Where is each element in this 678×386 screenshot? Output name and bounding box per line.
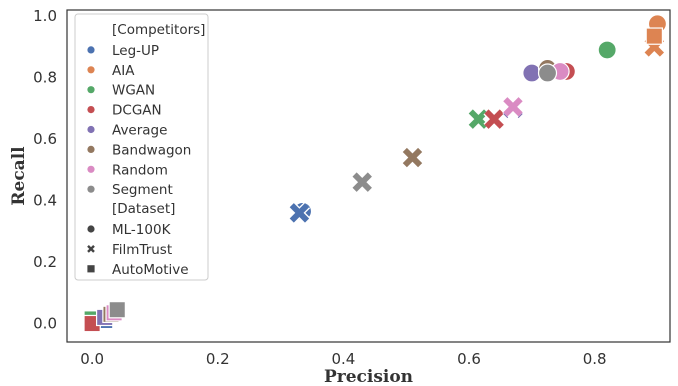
- x-tick-label: 0.8: [583, 350, 607, 368]
- point-dcgan-filmtrust: [483, 108, 505, 130]
- point-segment-automotive: [108, 301, 126, 319]
- legend-marker-average: [87, 125, 95, 134]
- point-wgan-ml100k: [597, 40, 617, 60]
- legend-label: DCGAN: [112, 103, 162, 119]
- legend-box: [74, 13, 209, 281]
- y-axis-ticks: 0.0 0.2 0.4 0.6 0.8 1.0: [33, 7, 57, 332]
- legend-label: AIA: [112, 63, 135, 79]
- legend-marker-leg-up: [87, 46, 95, 54]
- legend-datasets: ML-100K FilmTrust AutoMotive: [87, 222, 189, 278]
- y-tick-label: 0.4: [33, 192, 57, 210]
- legend: [Competitors] Leg-UP AIA WGAN DCGAN Average B…: [74, 13, 209, 281]
- y-tick-label: 0.8: [33, 69, 57, 87]
- legend-label: Average: [112, 123, 167, 139]
- legend-marker-segment: [87, 185, 95, 193]
- legend-marker-filmtrust: [87, 245, 95, 253]
- data-points: [83, 14, 668, 333]
- x-axis-label: Precision: [324, 367, 413, 386]
- legend-marker-ml100k: [87, 225, 95, 233]
- legend-marker-aia: [87, 66, 95, 74]
- legend-marker-wgan: [87, 86, 95, 94]
- x-tick-label: 0.4: [331, 350, 355, 368]
- legend-marker-dcgan: [87, 106, 95, 114]
- point-bandwagon-filmtrust: [401, 146, 424, 169]
- legend-label: ML-100K: [112, 222, 172, 238]
- legend-competitors: Leg-UP AIA WGAN DCGAN Average Bandwagon Random…: [87, 43, 191, 198]
- point-aia-automotive: [645, 27, 663, 45]
- legend-label: Random: [112, 162, 168, 178]
- y-tick-label: 1.0: [33, 7, 57, 25]
- x-tick-label: 0.6: [457, 350, 481, 368]
- legend-marker-automotive: [87, 265, 95, 273]
- plot-frame: [66, 9, 671, 343]
- y-tick-label: 0.6: [33, 130, 57, 148]
- legend-label: Leg-UP: [112, 43, 159, 59]
- legend-label: AutoMotive: [112, 262, 189, 278]
- legend-label: WGAN: [112, 83, 155, 99]
- point-leg-up-filmtrust: [288, 202, 311, 224]
- legend-label: Segment: [112, 182, 173, 198]
- legend-label: FilmTrust: [112, 242, 172, 258]
- x-axis-ticks: 0.0 0.2 0.4 0.6 0.8: [80, 350, 606, 368]
- legend-marker-random: [87, 165, 95, 173]
- point-segment-filmtrust: [351, 171, 373, 193]
- point-wgan-filmtrust: [467, 108, 490, 130]
- legend-competitors-title: [Competitors]: [112, 22, 205, 38]
- y-tick-label: 0.0: [33, 315, 57, 333]
- legend-label: Bandwagon: [112, 142, 191, 158]
- x-tick-label: 0.2: [206, 350, 230, 368]
- y-axis-label: Recall: [9, 146, 29, 206]
- y-tick-label: 0.2: [33, 253, 57, 271]
- x-tick-label: 0.0: [80, 350, 104, 368]
- point-segment-ml100k: [537, 63, 558, 83]
- legend-dataset-title: [Dataset]: [112, 201, 175, 217]
- legend-marker-bandwagon: [87, 145, 95, 153]
- point-random-filmtrust: [502, 96, 524, 118]
